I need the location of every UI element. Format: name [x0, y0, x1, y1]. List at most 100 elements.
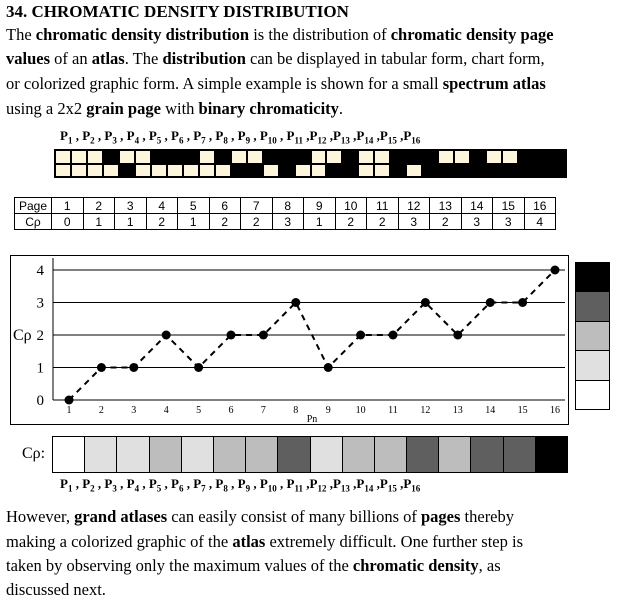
grain-cell — [422, 163, 439, 177]
grain-cell — [358, 150, 375, 164]
grain-cell — [262, 163, 279, 177]
grain-page — [182, 150, 215, 177]
density-swatch — [278, 437, 311, 472]
text-run: discussed next. — [6, 580, 106, 599]
grain-cell — [518, 150, 535, 164]
grain-cell — [198, 163, 215, 177]
text-run: thereby — [460, 507, 515, 526]
bold-term: chromatic density — [352, 556, 479, 575]
density-swatch — [310, 437, 343, 472]
grain-page — [534, 150, 566, 177]
grain-page — [246, 150, 279, 177]
grain-page — [438, 150, 471, 177]
legend-swatch — [576, 321, 609, 352]
density-swatch — [149, 437, 182, 472]
density-swatch — [213, 437, 247, 472]
page-label: P16 — [403, 476, 421, 494]
page-labels-bottom: P1 , P2 , P3 , P4 , P5 , P6 , P7 , P8 , … — [60, 476, 420, 494]
page-label: P13 , — [332, 128, 357, 146]
grain-cell — [198, 150, 215, 164]
page-label: P5 , — [148, 128, 172, 146]
legend-swatch — [576, 263, 609, 293]
page-label: P2 , — [82, 128, 105, 146]
bold-term: binary chromaticity — [198, 99, 339, 118]
grain-cell — [374, 150, 391, 164]
table-cell-cp: 0 — [51, 213, 84, 230]
text-run: is the distribution of — [249, 25, 391, 44]
table-cell-cp: 3 — [271, 213, 304, 230]
grain-cell — [454, 163, 471, 177]
page-label: P14 , — [356, 476, 380, 494]
table-cell-cp: 2 — [429, 213, 462, 230]
page-label: P6 , — [171, 476, 194, 494]
grain-page — [406, 150, 439, 177]
table-cell-page: 4 — [145, 197, 178, 214]
grain-page — [502, 150, 535, 177]
bold-term: chromatic density page — [390, 25, 554, 44]
grain-cell — [230, 163, 247, 177]
page-label: P15 , — [379, 476, 404, 494]
grain-cell — [406, 163, 423, 177]
grain-cell — [550, 163, 566, 177]
density-swatch — [535, 437, 567, 472]
density-swatch — [503, 437, 536, 472]
grain-cell — [214, 150, 231, 164]
density-swatch — [53, 437, 86, 472]
legend-swatch — [576, 351, 609, 381]
outro-line-4: discussed next. — [6, 578, 106, 602]
grain-cell — [182, 150, 199, 164]
table-cell-page: 10 — [334, 197, 367, 214]
page-label: P16 — [403, 128, 421, 146]
page-label: P11 , — [286, 128, 310, 146]
density-swatch — [374, 437, 408, 472]
grain-cell — [262, 150, 279, 164]
page-label: P9 , — [237, 128, 260, 146]
grain-cell — [86, 163, 103, 177]
grain-cell — [438, 163, 455, 177]
page-label: P12 , — [309, 476, 333, 494]
grain-page — [374, 150, 407, 177]
text-run: making a colorized graphic of the — [6, 532, 233, 551]
grain-page — [214, 150, 247, 177]
grain-cell — [70, 163, 87, 177]
table-cell-cp: 3 — [397, 213, 430, 230]
grain-cell — [294, 163, 311, 177]
grain-cell — [342, 150, 359, 164]
table-cell-cp: 3 — [460, 213, 493, 230]
page-label: P15 , — [379, 128, 404, 146]
table-cell-page: 2 — [82, 197, 115, 214]
table-cell-page: 13 — [429, 197, 462, 214]
bold-term: chromatic density distribution — [35, 25, 250, 44]
bold-term: distribution — [162, 49, 246, 68]
grain-page — [150, 150, 183, 177]
grain-cell — [518, 163, 535, 177]
grain-cell — [246, 150, 263, 164]
grain-cell — [326, 150, 343, 164]
grain-page — [86, 150, 119, 177]
grain-cell — [134, 163, 151, 177]
density-swatch — [471, 437, 504, 472]
bold-term: spectrum atlas — [442, 74, 546, 93]
table-cell-cp: 1 — [303, 213, 336, 230]
page-label: P8 , — [215, 476, 238, 494]
legend-swatch — [576, 292, 609, 322]
grain-cell — [486, 150, 503, 164]
density-swatch — [181, 437, 214, 472]
grain-cell — [55, 150, 71, 164]
outro-line-3: taken by observing only the maximum valu… — [6, 554, 501, 578]
density-swatch — [407, 437, 440, 472]
grain-cell — [358, 163, 375, 177]
bold-term: atlas — [232, 532, 266, 551]
text-run: with — [160, 99, 199, 118]
grain-cell — [454, 150, 471, 164]
grain-cell — [310, 150, 327, 164]
grain-cell — [102, 163, 119, 177]
page-label: P3 , — [104, 128, 127, 146]
table-header-page: Page — [14, 197, 52, 214]
grain-cell — [534, 150, 551, 164]
grain-cell — [182, 163, 199, 177]
page-label: P1 , — [60, 128, 83, 146]
legend-swatch — [576, 380, 609, 410]
grain-cell — [486, 163, 503, 177]
